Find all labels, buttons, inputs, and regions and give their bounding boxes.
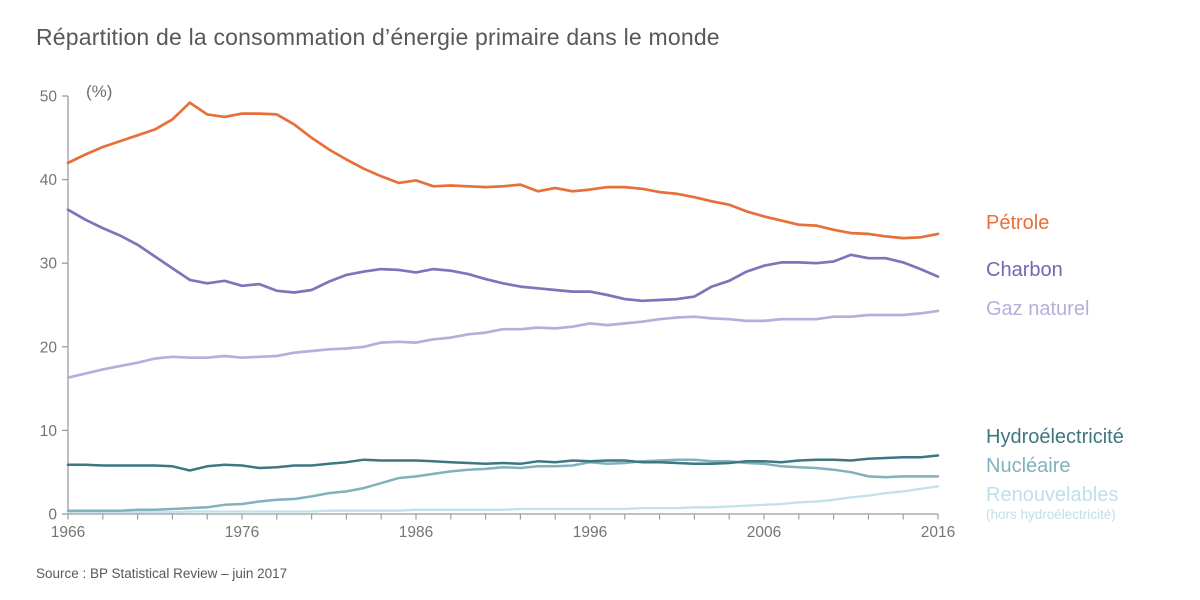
x-tick-label: 1986	[399, 524, 433, 541]
x-tick-label: 1966	[51, 524, 85, 541]
y-axis-unit-label: (%)	[86, 82, 113, 101]
chart-title: Répartition de la consommation d’énergie…	[36, 24, 720, 50]
line-petrole	[66, 101, 940, 240]
y-tick-label: 40	[40, 172, 58, 189]
y-tick-label: 50	[40, 89, 58, 106]
y-tick-label: 20	[40, 339, 58, 356]
line-hydro	[66, 454, 940, 472]
y-tick-label: 10	[40, 423, 58, 440]
y-tick-label: 0	[48, 507, 57, 524]
line-gaz	[66, 309, 940, 380]
x-tick-label: 1996	[573, 524, 607, 541]
line-nucleaire	[66, 458, 940, 512]
line-charbon	[66, 208, 940, 303]
source-note: Source : BP Statistical Review – juin 20…	[36, 566, 288, 581]
x-tick-label: 2016	[921, 524, 955, 541]
x-tick-label: 2006	[747, 524, 781, 541]
y-tick-label: 30	[40, 256, 58, 273]
line-renouvelables	[66, 485, 940, 514]
x-tick-label: 1976	[225, 524, 259, 541]
